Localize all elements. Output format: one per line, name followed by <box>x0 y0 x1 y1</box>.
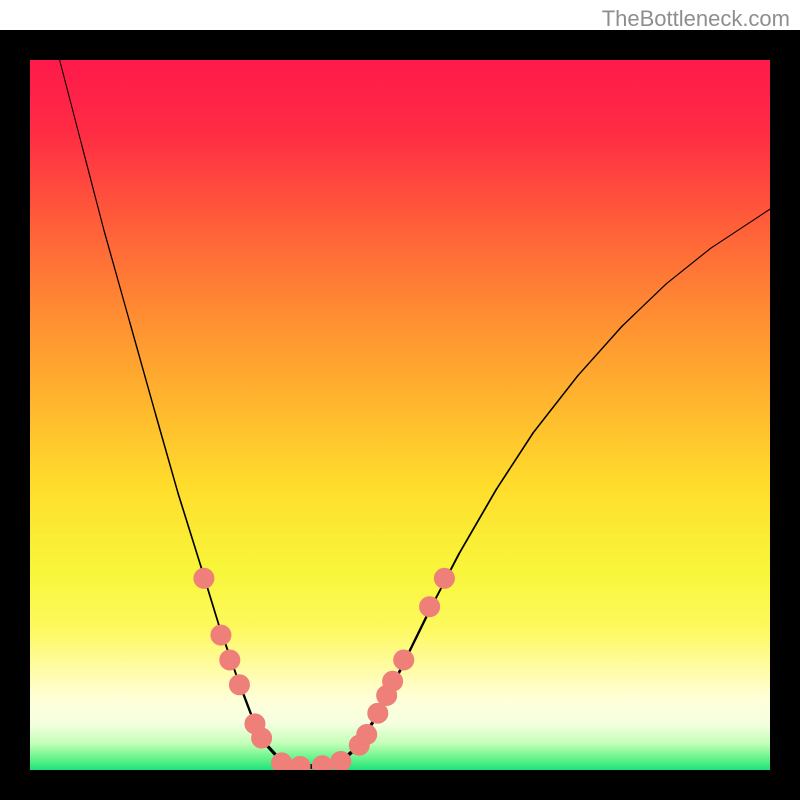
curve-dot <box>220 650 240 670</box>
curve-dot <box>383 671 403 691</box>
curve-dot <box>331 751 351 770</box>
watermark-text: TheBottleneck.com <box>602 6 790 32</box>
curve-dot <box>272 753 292 770</box>
curve-dot <box>211 625 231 645</box>
curve-dot <box>394 650 414 670</box>
curve-dot <box>194 568 214 588</box>
chart-svg <box>30 60 770 770</box>
curve-dot <box>368 703 388 723</box>
curve-dot <box>434 568 454 588</box>
curve-dot <box>252 728 272 748</box>
chart-plot-area <box>30 60 770 770</box>
curve-dot <box>420 597 440 617</box>
curve-dot <box>229 675 249 695</box>
curve-dot <box>357 725 377 745</box>
